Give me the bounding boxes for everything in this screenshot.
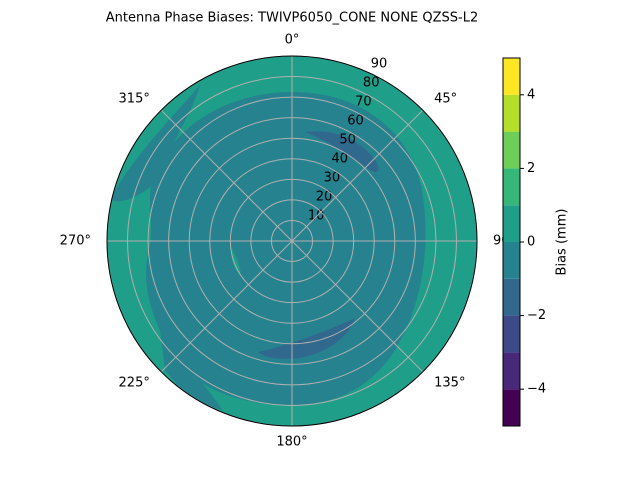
colorbar-segment xyxy=(503,205,520,242)
radial-tick-label: 60 xyxy=(347,114,364,129)
colorbar-segment xyxy=(503,131,520,169)
radial-tick-label: 30 xyxy=(324,171,341,186)
contour-region xyxy=(231,248,241,275)
colorbar-segment xyxy=(503,242,520,279)
contour-region xyxy=(305,131,379,172)
contour-region xyxy=(110,85,200,202)
angular-grid-line xyxy=(160,240,293,373)
chart-title: Antenna Phase Biases: TWIVP6050_CONE NON… xyxy=(106,11,479,26)
radial-tick-label: 50 xyxy=(339,133,356,148)
angular-tick-label: 225° xyxy=(119,376,150,391)
angular-tick-label: 315° xyxy=(119,91,150,106)
radial-tick-label: 40 xyxy=(331,152,348,167)
contour-region xyxy=(160,330,222,410)
colorbar-segment xyxy=(503,58,520,95)
contour-region xyxy=(258,318,355,359)
angular-tick-label: 180° xyxy=(276,435,307,450)
radial-tick-label: 80 xyxy=(363,76,380,91)
radial-tick-label: 20 xyxy=(316,190,333,205)
colorbar-segment xyxy=(503,168,520,206)
colorbar-segment xyxy=(503,278,520,316)
colorbar-segment xyxy=(503,352,520,390)
angular-grid-line xyxy=(291,240,424,373)
angular-tick-label: 45° xyxy=(434,91,457,106)
radial-tick-label: 70 xyxy=(355,95,372,110)
angular-tick-label: 270° xyxy=(60,234,91,249)
colorbar-segment xyxy=(503,94,520,132)
colorbar-tick-label: −2 xyxy=(527,308,546,323)
colorbar-tick-label: 4 xyxy=(527,87,535,102)
polar-frame xyxy=(106,55,478,427)
angular-grid-line xyxy=(160,109,293,242)
colorbar-segment xyxy=(503,389,520,426)
contour-region xyxy=(146,92,426,406)
colorbar-label: Bias (mm) xyxy=(555,209,570,276)
colorbar-segment xyxy=(503,315,520,353)
angular-tick-label: 0° xyxy=(285,33,300,48)
angular-grid-line xyxy=(291,109,424,242)
colorbar-tick-label: 2 xyxy=(527,161,535,176)
radial-tick-label: 90 xyxy=(371,57,388,72)
angular-tick-label: 135° xyxy=(434,376,465,391)
colorbar-tick-label: −4 xyxy=(527,382,546,397)
colorbar-tick-label: 0 xyxy=(527,235,535,250)
